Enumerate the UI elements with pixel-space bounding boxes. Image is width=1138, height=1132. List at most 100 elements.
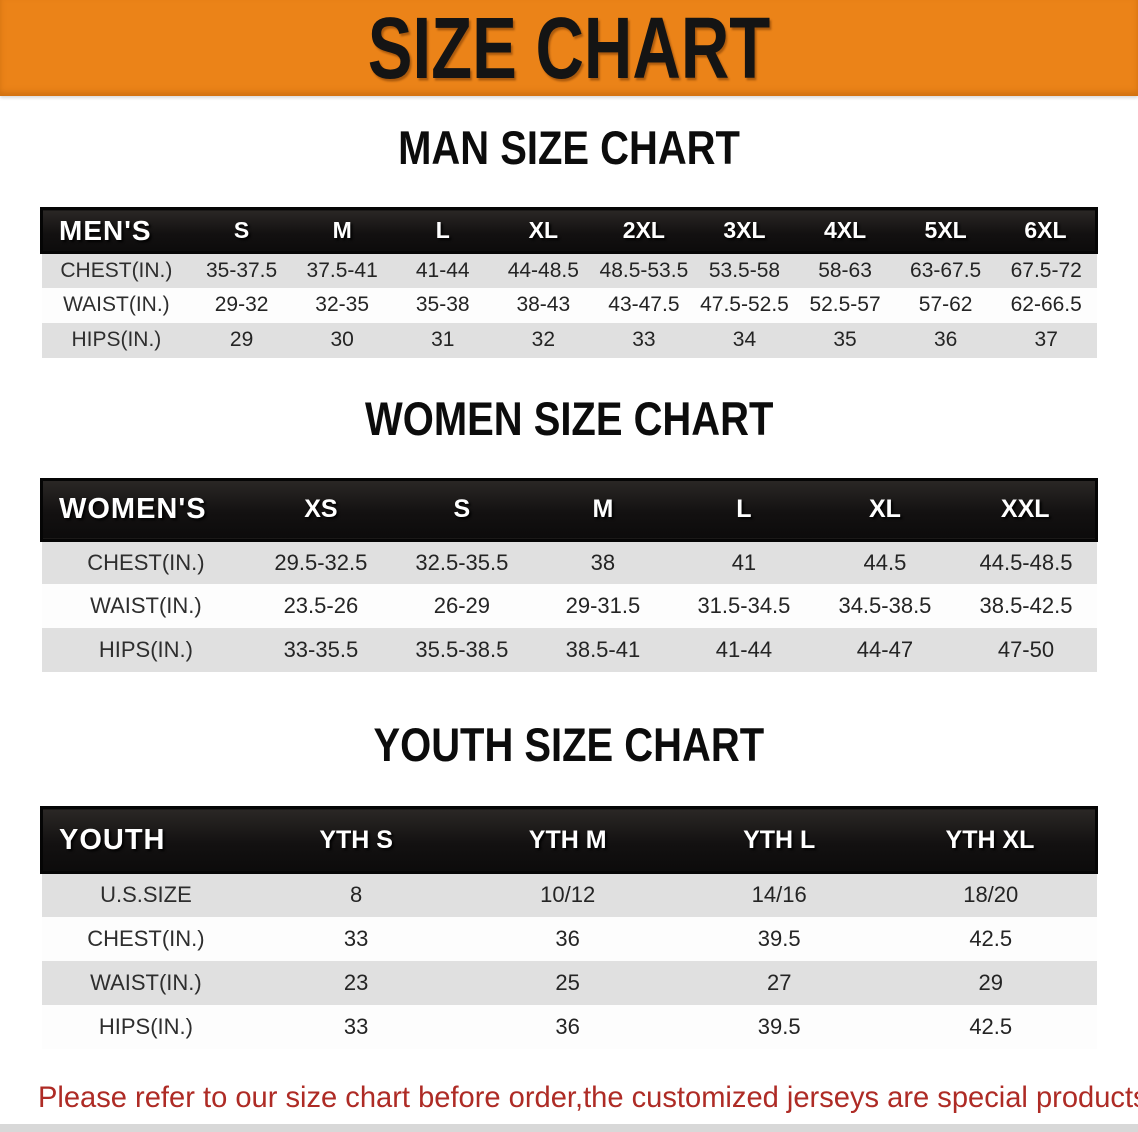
- men-cell-value: 53.5-58: [694, 252, 795, 288]
- women-cell-value: 41: [673, 540, 815, 584]
- women-size-column-header: S: [391, 477, 533, 542]
- men-cell-value: 35-38: [392, 287, 494, 323]
- men-size-table-container: MEN'S S M L XL 2XL 3XL 4XL 5XL 6XL CHEST(IN.) 35-3…: [0, 207, 1138, 358]
- women-cell-value: 34.5-38.5: [814, 584, 956, 628]
- youth-cell-value: 27: [673, 960, 885, 1005]
- women-table-title-cell: WOMEN'S: [40, 477, 251, 542]
- women-cell-value: 44.5-48.5: [955, 540, 1097, 584]
- men-cell-value: 32: [493, 322, 594, 358]
- men-size-column-header: S: [191, 207, 292, 254]
- men-row-label: HIPS(IN.): [41, 322, 192, 358]
- women-cell-value: 31.5-34.5: [673, 584, 815, 628]
- men-cell-value: 35: [794, 322, 896, 358]
- men-row-label: WAIST(IN.): [41, 287, 192, 323]
- women-cell-value: 38: [532, 540, 674, 584]
- women-size-table: WOMEN'S XS S M L XL XXL CHEST(IN.) 29.5-32.5 32.…: [40, 477, 1099, 672]
- men-cell-value: 36: [895, 322, 996, 358]
- youth-section-heading: YOUTH SIZE CHART: [0, 720, 1138, 782]
- youth-section-heading-text: YOUTH SIZE CHART: [373, 718, 765, 771]
- youth-cell-value: 14/16: [673, 872, 885, 917]
- women-size-column-header: XS: [250, 477, 392, 542]
- youth-row-label: WAIST(IN.): [41, 960, 251, 1005]
- men-size-column-header: 6XL: [995, 207, 1098, 254]
- men-size-column-header: L: [392, 207, 494, 254]
- men-table-title-cell: MEN'S: [40, 207, 192, 254]
- youth-cell-value: 33: [250, 916, 462, 961]
- men-cell-value: 43-47.5: [593, 287, 695, 323]
- youth-size-column-header: YTH L: [673, 806, 885, 874]
- men-cell-value: 67.5-72: [995, 252, 1097, 288]
- size-chart-banner: SIZE CHART: [0, 0, 1138, 97]
- men-table-row: HIPS(IN.) 29 30 31 32 33 34 35 36 37: [41, 322, 1097, 358]
- men-cell-value: 29-32: [191, 287, 292, 323]
- women-size-column-header: L: [673, 477, 815, 542]
- youth-cell-value: 36: [461, 1004, 674, 1049]
- men-size-column-header: M: [291, 207, 393, 254]
- youth-cell-value: 42.5: [884, 916, 1097, 961]
- men-cell-value: 32-35: [291, 287, 393, 323]
- men-cell-value: 35-37.5: [191, 252, 292, 288]
- men-size-table: MEN'S S M L XL 2XL 3XL 4XL 5XL 6XL CHEST(IN.) 35-3…: [40, 207, 1098, 358]
- women-size-table-container: WOMEN'S XS S M L XL XXL CHEST(IN.) 29.5-32.5 32.…: [0, 477, 1138, 672]
- youth-size-table-container: YOUTH YTH S YTH M YTH L YTH XL U.S.SIZE 8 10/1…: [0, 806, 1138, 1049]
- men-cell-value: 31: [392, 322, 494, 358]
- men-size-column-header: XL: [493, 207, 594, 254]
- women-cell-value: 26-29: [391, 584, 533, 628]
- youth-size-column-header: YTH XL: [884, 806, 1098, 874]
- men-cell-value: 30: [291, 322, 393, 358]
- youth-row-label: HIPS(IN.): [41, 1004, 251, 1049]
- women-row-label: WAIST(IN.): [41, 584, 251, 628]
- youth-cell-value: 8: [250, 872, 462, 917]
- youth-size-column-header: YTH S: [250, 806, 462, 874]
- women-table-row: CHEST(IN.) 29.5-32.5 32.5-35.5 38 41 44.5 44.5…: [41, 540, 1097, 584]
- men-row-label: CHEST(IN.): [41, 252, 192, 288]
- men-cell-value: 34: [694, 322, 795, 358]
- men-table-row: WAIST(IN.) 29-32 32-35 35-38 38-43 43-47.5 47.…: [41, 287, 1097, 323]
- women-table-row: WAIST(IN.) 23.5-26 26-29 29-31.5 31.5-34.5 34…: [41, 584, 1097, 628]
- men-cell-value: 33: [593, 322, 695, 358]
- women-cell-value: 29-31.5: [532, 584, 674, 628]
- women-size-column-header: M: [532, 477, 674, 542]
- men-cell-value: 62-66.5: [995, 287, 1097, 323]
- men-section-heading: MAN SIZE CHART: [0, 123, 1138, 185]
- women-cell-value: 44.5: [814, 540, 956, 584]
- women-cell-value: 38.5-41: [532, 628, 674, 672]
- men-size-column-header: 3XL: [694, 207, 795, 254]
- women-size-column-header: XXL: [955, 477, 1099, 542]
- youth-table-row: U.S.SIZE 8 10/12 14/16 18/20: [41, 872, 1097, 917]
- women-cell-value: 44-47: [814, 628, 956, 672]
- men-size-column-header: 2XL: [593, 207, 695, 254]
- men-cell-value: 29: [191, 322, 292, 358]
- youth-size-column-header: YTH M: [461, 806, 674, 874]
- men-cell-value: 44-48.5: [493, 252, 594, 288]
- women-cell-value: 38.5-42.5: [955, 584, 1097, 628]
- women-cell-value: 33-35.5: [250, 628, 392, 672]
- women-row-label: HIPS(IN.): [41, 628, 251, 672]
- women-row-label: CHEST(IN.): [41, 540, 251, 584]
- men-cell-value: 63-67.5: [895, 252, 996, 288]
- youth-cell-value: 25: [461, 960, 674, 1005]
- women-cell-value: 41-44: [673, 628, 815, 672]
- men-cell-value: 57-62: [895, 287, 996, 323]
- women-section-heading: WOMEN SIZE CHART: [0, 391, 1138, 456]
- youth-cell-value: 18/20: [884, 872, 1097, 917]
- men-cell-value: 37: [995, 322, 1097, 358]
- women-cell-value: 32.5-35.5: [391, 540, 533, 584]
- youth-cell-value: 29: [884, 960, 1097, 1005]
- men-cell-value: 47.5-52.5: [694, 287, 795, 323]
- women-cell-value: 23.5-26: [250, 584, 392, 628]
- men-cell-value: 52.5-57: [794, 287, 896, 323]
- men-section-heading-text: MAN SIZE CHART: [398, 121, 740, 174]
- youth-cell-value: 33: [250, 1004, 462, 1049]
- youth-table-header-row: YOUTH YTH S YTH M YTH L YTH XL: [40, 806, 1098, 874]
- disclaimer-line-1: Please refer to our size chart before or…: [38, 1080, 1138, 1114]
- banner-title: SIZE CHART: [367, 0, 771, 98]
- youth-cell-value: 42.5: [884, 1004, 1097, 1049]
- men-size-column-header: 5XL: [895, 207, 996, 254]
- men-cell-value: 38-43: [493, 287, 594, 323]
- youth-size-table: YOUTH YTH S YTH M YTH L YTH XL U.S.SIZE 8 10/1…: [40, 806, 1098, 1049]
- men-cell-value: 37.5-41: [291, 252, 393, 288]
- women-section-heading-text: WOMEN SIZE CHART: [364, 391, 774, 445]
- men-cell-value: 48.5-53.5: [593, 252, 695, 288]
- youth-cell-value: 39.5: [673, 916, 885, 961]
